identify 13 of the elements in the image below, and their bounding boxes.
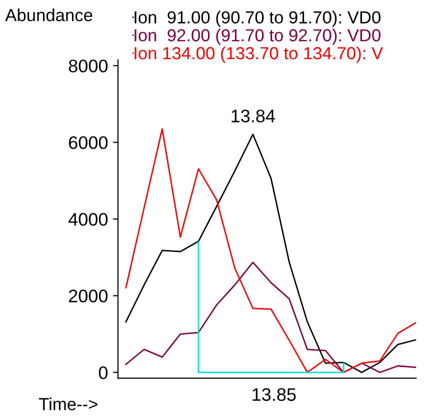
y-axis-title: Abundance xyxy=(5,8,92,22)
legend-label: Ion 134.00 (133.70 to 134.70): V xyxy=(134,46,384,63)
text: 13.85 xyxy=(252,388,296,401)
annotation: 13.84 xyxy=(232,110,275,122)
legend-label: Ion 92.00 (91.70 to 92.70): VD0 xyxy=(134,28,380,45)
line-series xyxy=(125,262,416,374)
y-tick-label: 0 xyxy=(98,366,108,380)
legend-label: Ion 91.00 (90.70 to 91.70): VD0 xyxy=(134,10,380,27)
y-tick-label: 2000 xyxy=(69,290,108,302)
y-tick-label: 6000 xyxy=(69,136,108,150)
y-tick-label: 4000 xyxy=(68,212,108,226)
x-axis-title: Time--> xyxy=(39,398,98,410)
y-tick-label: 8000 xyxy=(68,60,108,72)
